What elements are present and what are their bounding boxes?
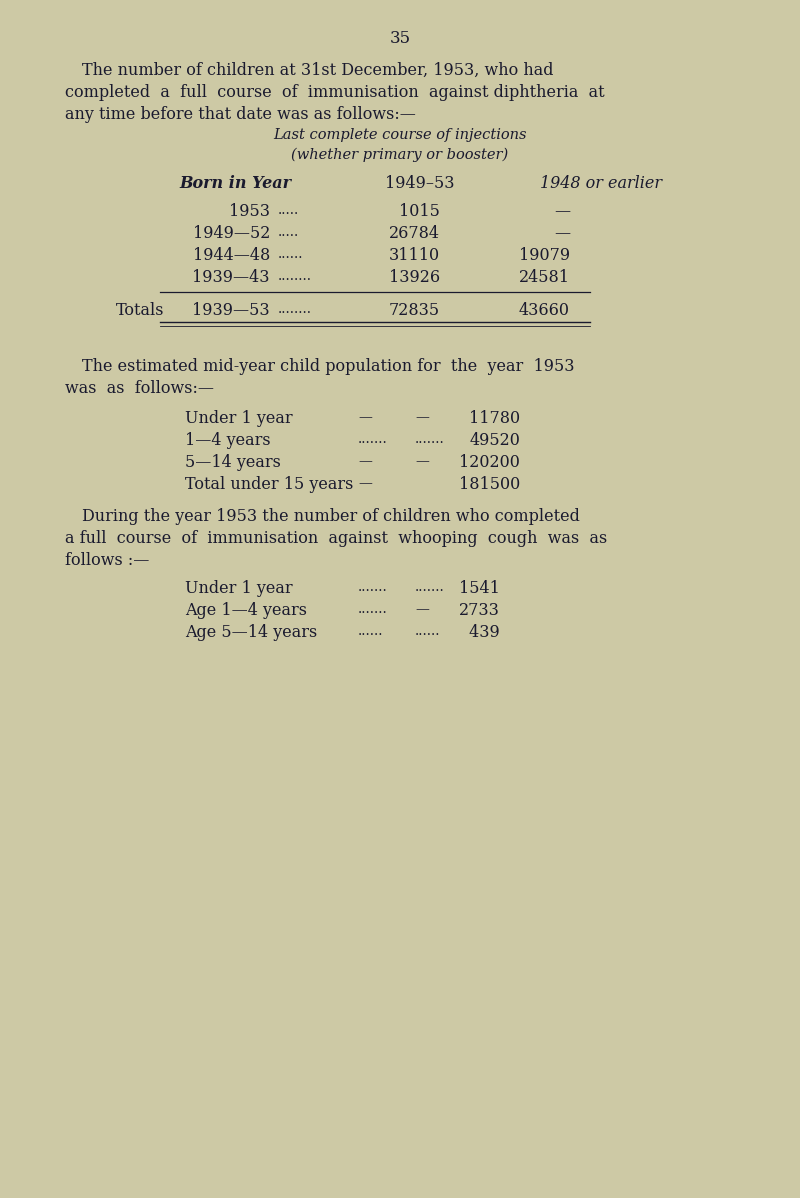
Text: 1—4 years: 1—4 years (185, 432, 270, 449)
Text: ........: ........ (278, 270, 312, 283)
Text: .......: ....... (358, 603, 388, 616)
Text: .......: ....... (415, 580, 445, 594)
Text: —: — (358, 454, 372, 468)
Text: any time before that date was as follows:—: any time before that date was as follows… (65, 105, 416, 123)
Text: —: — (358, 476, 372, 490)
Text: 43660: 43660 (519, 302, 570, 319)
Text: a full  course  of  immunisation  against  whooping  cough  was  as: a full course of immunisation against wh… (65, 530, 607, 547)
Text: 2733: 2733 (459, 603, 500, 619)
Text: 1939—43: 1939—43 (193, 270, 270, 286)
Text: —: — (554, 225, 570, 242)
Text: Under 1 year: Under 1 year (185, 410, 293, 426)
Text: follows :—: follows :— (65, 552, 150, 569)
Text: 19079: 19079 (519, 247, 570, 264)
Text: During the year 1953 the number of children who completed: During the year 1953 the number of child… (82, 508, 580, 525)
Text: ......: ...... (278, 247, 303, 261)
Text: —: — (415, 410, 429, 424)
Text: .....: ..... (278, 225, 299, 238)
Text: 1939—53: 1939—53 (192, 302, 270, 319)
Text: Totals: Totals (116, 302, 165, 319)
Text: was  as  follows:—: was as follows:— (65, 380, 214, 397)
Text: 1949—52: 1949—52 (193, 225, 270, 242)
Text: —: — (358, 410, 372, 424)
Text: completed  a  full  course  of  immunisation  against diphtheria  at: completed a full course of immunisation … (65, 84, 605, 101)
Text: Under 1 year: Under 1 year (185, 580, 293, 597)
Text: 13926: 13926 (389, 270, 440, 286)
Text: The estimated mid-year child population for  the  year  1953: The estimated mid-year child population … (82, 358, 574, 375)
Text: 181500: 181500 (458, 476, 520, 494)
Text: ......: ...... (415, 624, 441, 639)
Text: .......: ....... (358, 432, 388, 446)
Text: Last complete course of injections: Last complete course of injections (274, 128, 526, 143)
Text: Age 1—4 years: Age 1—4 years (185, 603, 307, 619)
Text: (whether primary or booster): (whether primary or booster) (291, 149, 509, 163)
Text: —: — (415, 454, 429, 468)
Text: Born in Year: Born in Year (179, 175, 291, 192)
Text: 1949–53: 1949–53 (386, 175, 454, 192)
Text: 1948 or earlier: 1948 or earlier (540, 175, 662, 192)
Text: 120200: 120200 (459, 454, 520, 471)
Text: 439: 439 (464, 624, 500, 641)
Text: .....: ..... (278, 202, 299, 217)
Text: —: — (415, 603, 429, 616)
Text: Age 5—14 years: Age 5—14 years (185, 624, 318, 641)
Text: 1953: 1953 (229, 202, 270, 220)
Text: 24581: 24581 (519, 270, 570, 286)
Text: —: — (554, 202, 570, 220)
Text: 1944—48: 1944—48 (193, 247, 270, 264)
Text: 49520: 49520 (469, 432, 520, 449)
Text: 72835: 72835 (389, 302, 440, 319)
Text: 1541: 1541 (459, 580, 500, 597)
Text: 11780: 11780 (469, 410, 520, 426)
Text: 5—14 years: 5—14 years (185, 454, 281, 471)
Text: Total under 15 years: Total under 15 years (185, 476, 354, 494)
Text: 35: 35 (390, 30, 410, 47)
Text: 1015: 1015 (399, 202, 440, 220)
Text: ......: ...... (358, 624, 383, 639)
Text: ........: ........ (278, 302, 312, 316)
Text: 31110: 31110 (389, 247, 440, 264)
Text: .......: ....... (415, 432, 445, 446)
Text: The number of children at 31st December, 1953, who had: The number of children at 31st December,… (82, 62, 554, 79)
Text: 26784: 26784 (389, 225, 440, 242)
Text: .......: ....... (358, 580, 388, 594)
